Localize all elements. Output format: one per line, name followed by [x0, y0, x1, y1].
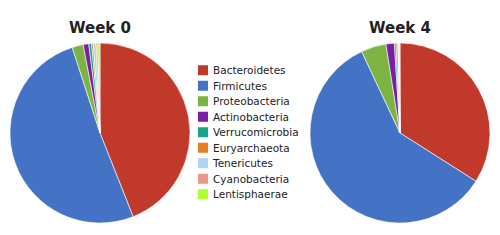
legend-swatch: [198, 158, 208, 168]
pie-slice: [93, 43, 100, 133]
legend-label: Actinobacteria: [213, 111, 289, 123]
pie-slice: [96, 43, 100, 133]
legend-label: Lentisphaerae: [213, 188, 288, 200]
legend-label: Cyanobacteria: [213, 173, 289, 185]
pie-slice: [386, 43, 400, 133]
legend-label: Proteobacteria: [213, 95, 290, 107]
pie-title: Week 4: [369, 19, 431, 37]
pie-slice: [398, 43, 400, 133]
pie-slice: [98, 43, 100, 133]
legend-swatch: [198, 81, 208, 91]
pie-slice: [396, 43, 400, 133]
legend-swatch: [198, 143, 208, 153]
legend-swatch: [198, 174, 208, 184]
legend-swatch: [198, 189, 208, 199]
legend-label: Euryarchaeota: [213, 142, 290, 154]
legend-swatch: [198, 65, 208, 75]
pie-slice: [394, 43, 400, 133]
chart-root: Week 0 Week 4 Bacteroidetes Firmicutes Prote…: [0, 0, 500, 235]
pie: [310, 43, 490, 223]
pie-title: Week 0: [69, 19, 131, 37]
pie-slice: [10, 47, 133, 223]
pie-slice: [89, 43, 100, 133]
legend-label: Verrucomicrobia: [213, 126, 299, 138]
pie-slice: [83, 44, 100, 133]
pie-slice: [92, 43, 100, 133]
pie-slice: [362, 44, 400, 133]
legend-label: Firmicutes: [213, 80, 267, 92]
pie-slice: [399, 43, 401, 133]
legend-swatch: [198, 112, 208, 122]
legend: Bacteroidetes Firmicutes Proteobacteria Act…: [198, 64, 299, 200]
pie: [10, 43, 190, 223]
legend-swatch: [198, 96, 208, 106]
legend-label: Tenericutes: [212, 157, 273, 169]
chart-svg: Week 0 Week 4 Bacteroidetes Firmicutes Prote…: [0, 0, 500, 235]
legend-swatch: [198, 127, 208, 137]
pie-slice: [399, 43, 400, 133]
legend-label: Bacteroidetes: [213, 64, 286, 76]
